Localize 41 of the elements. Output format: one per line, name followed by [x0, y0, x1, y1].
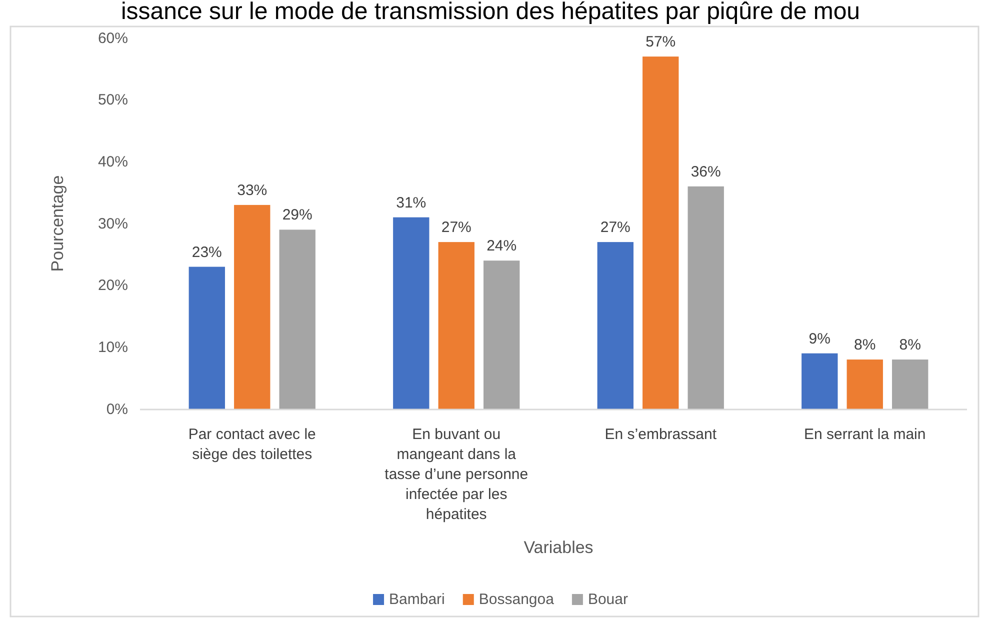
x-tick-label: Par contact avec le siège des toilettes: [188, 426, 316, 463]
chart-title: issance sur le mode de transmission des hépatites par piqûre de mou: [120, 0, 860, 25]
legend-label: Bouar: [588, 591, 628, 608]
data-label: 9%: [808, 330, 830, 348]
data-label: 8%: [854, 336, 876, 354]
bar: [802, 353, 838, 409]
y-tick-label: 60%: [98, 30, 128, 47]
bar: [892, 360, 928, 409]
data-label: 8%: [899, 336, 921, 354]
data-label: 31%: [396, 194, 426, 212]
y-tick-label: 20%: [98, 277, 128, 294]
y-tick-label: 0%: [106, 400, 128, 418]
bar: [393, 217, 430, 409]
y-tick-label: 10%: [98, 338, 128, 356]
y-tick-label: 50%: [98, 92, 128, 109]
legend-label: Bambari: [389, 591, 445, 608]
x-axis-title: Variables: [524, 538, 594, 557]
bar: [188, 266, 225, 409]
legend-label: Bossangoa: [478, 591, 555, 608]
bar: [846, 360, 883, 409]
x-tick-label: En s’embrassant: [604, 426, 718, 443]
bar: [642, 56, 679, 409]
bar: [438, 242, 474, 409]
bar: [597, 242, 634, 409]
y-axis-title: Pourcentage: [48, 175, 67, 272]
data-label: 57%: [646, 34, 676, 51]
bar: [688, 186, 724, 409]
x-tick-label: En serrant la main: [804, 426, 926, 443]
y-tick-label: 40%: [98, 153, 128, 170]
data-label: 36%: [690, 163, 721, 180]
data-label: 27%: [600, 219, 630, 236]
data-label: 23%: [192, 244, 222, 261]
bar: [234, 204, 270, 409]
bar: [279, 230, 316, 409]
data-label: 29%: [282, 206, 312, 224]
data-label: 33%: [237, 182, 268, 199]
y-tick-label: 30%: [98, 215, 128, 232]
data-label: 24%: [486, 238, 517, 255]
data-label: 27%: [441, 219, 472, 236]
bar: [484, 260, 520, 409]
x-tick-label: En buvant ou mangeant dans la tasse d’une personne infectée par les hépatites: [384, 426, 528, 523]
